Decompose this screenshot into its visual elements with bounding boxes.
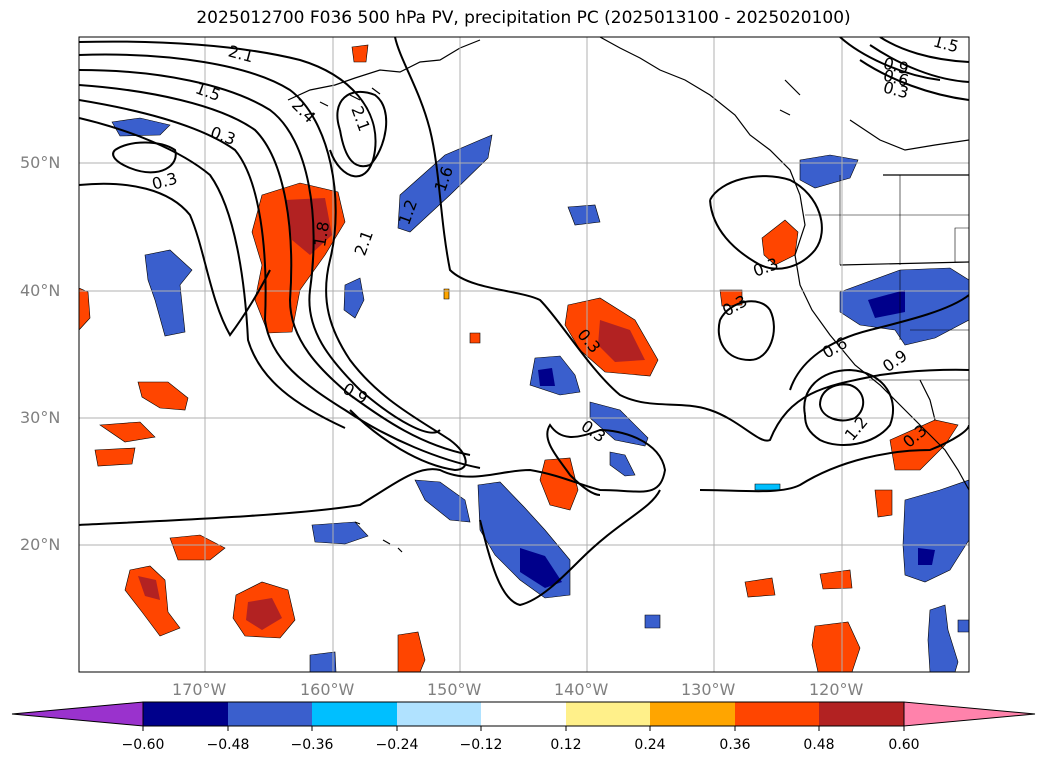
colorbar-tick-label: 0.24	[634, 737, 666, 753]
colorbar-segment	[11, 701, 144, 727]
colorbar-segment	[481, 702, 566, 726]
map-frame	[78, 36, 970, 673]
colorbar-segment	[228, 702, 312, 726]
lat-label: 50°N	[20, 153, 61, 172]
colorbar-tick-label: −0.36	[290, 737, 334, 753]
colorbar-tick-label: 0.12	[550, 737, 582, 753]
colorbar-segment	[650, 702, 735, 726]
colorbar-tick-label: 0.36	[719, 737, 751, 753]
colorbar-tick-label: 0.48	[803, 737, 835, 753]
colorbar-segment	[143, 702, 228, 726]
lon-label: 120°W	[809, 680, 864, 699]
coastlines	[287, 37, 969, 553]
colorbar-tick-label: −0.48	[206, 737, 250, 753]
state-borders	[805, 175, 969, 381]
colorbar	[11, 701, 1036, 731]
plot-area: 2.1 1.5 0.3 0.3 2.4 2.1 1.6 1.8 2.1 1.2 …	[79, 31, 969, 672]
colorbar-segment	[903, 701, 1036, 727]
pv-contours	[79, 37, 969, 607]
gridlines	[79, 37, 969, 672]
lon-label: 150°W	[427, 680, 482, 699]
colorbar-segment	[819, 702, 904, 726]
lon-label: 160°W	[300, 680, 355, 699]
map-title: 2025012700 F036 500 hPa PV, precipitatio…	[196, 8, 851, 28]
colorbar-segment	[312, 702, 397, 726]
lat-label: 20°N	[20, 535, 61, 554]
colorbar-segment	[397, 702, 481, 726]
contour-label: 1.8	[310, 220, 333, 248]
lon-label: 130°W	[681, 680, 736, 699]
lon-label: 140°W	[554, 680, 609, 699]
colorbar-tick-label: −0.12	[459, 737, 503, 753]
colorbar-tick-label: 0.60	[888, 737, 920, 753]
colorbar-tick-label: −0.24	[375, 737, 419, 753]
colorbar-segment	[566, 702, 650, 726]
lat-label: 30°N	[20, 408, 61, 427]
precip-positive-anomalies	[79, 44, 959, 672]
lat-label: 40°N	[20, 281, 61, 300]
colorbar-segment	[735, 702, 819, 726]
lon-label: 170°W	[172, 680, 227, 699]
precip-negative-anomalies	[111, 117, 969, 672]
contour-label: 1.5	[931, 31, 961, 56]
colorbar-tick-label: −0.60	[121, 737, 165, 753]
